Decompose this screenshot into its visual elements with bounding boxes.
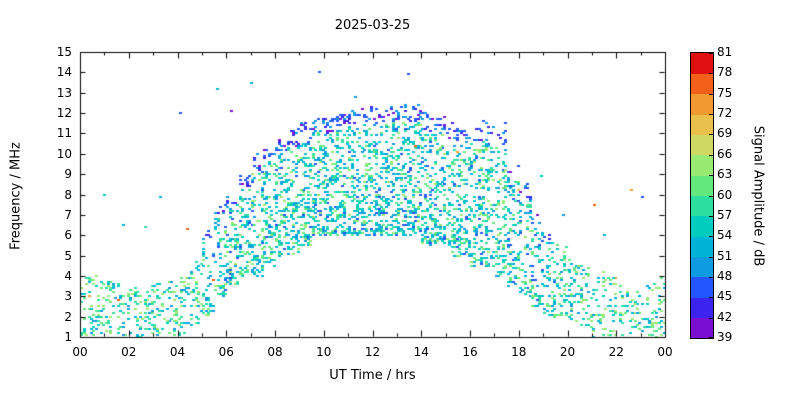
- x-tick-label: 02: [121, 345, 137, 359]
- colorbar-tick-label: 81: [717, 45, 733, 59]
- y-tick-label: 7: [64, 207, 72, 222]
- colorbar-segment: [691, 195, 713, 217]
- colorbar: [690, 52, 714, 339]
- x-axis-label: UT Time / hrs: [329, 368, 416, 383]
- x-tick-label: 20: [559, 345, 576, 359]
- y-tick-label: 1: [64, 330, 72, 344]
- colorbar-segment: [691, 175, 713, 196]
- colorbar-tick-label: 54: [717, 228, 733, 243]
- colorbar-tick-mark: [709, 195, 713, 197]
- y-tick-label: 11: [56, 126, 72, 141]
- colorbar-tick-mark: [709, 154, 713, 156]
- x-tick-label: 22: [608, 345, 624, 359]
- y-tick-label: 15: [56, 45, 72, 59]
- colorbar-tick-label: 45: [717, 289, 733, 304]
- colorbar-tick-mark: [709, 317, 713, 319]
- colorbar-tick-label: 63: [717, 167, 733, 182]
- colorbar-segment: [691, 114, 713, 135]
- x-tick-label: 16: [462, 345, 478, 359]
- y-tick-label: 9: [64, 167, 72, 182]
- colorbar-segment: [691, 276, 713, 298]
- y-tick-label: 10: [56, 146, 72, 161]
- x-tick-label: 08: [267, 345, 283, 359]
- x-tick-label: 00: [72, 345, 88, 359]
- colorbar-tick-mark: [709, 134, 713, 136]
- x-tick-label: 18: [511, 345, 527, 359]
- x-tick-label: 12: [364, 345, 381, 359]
- colorbar-segment: [691, 93, 713, 115]
- y-tick-label: 5: [64, 248, 72, 263]
- colorbar-tick-label: 48: [717, 268, 733, 283]
- colorbar-tick-mark: [709, 256, 713, 258]
- colorbar-tick-label: 75: [717, 85, 733, 100]
- colorbar-tick-mark: [709, 337, 713, 338]
- x-tick-label: 06: [218, 345, 234, 359]
- y-tick-label: 14: [56, 65, 72, 80]
- y-tick-label: 12: [56, 106, 72, 121]
- colorbar-segment: [691, 53, 713, 74]
- colorbar-tick-label: 66: [717, 146, 733, 161]
- colorbar-segment: [691, 317, 713, 339]
- colorbar-tick-label: 42: [717, 309, 733, 324]
- colorbar-tick-mark: [709, 236, 713, 238]
- colorbar-label: Signal Amplitude / dB: [750, 125, 766, 267]
- x-tick-label: 14: [413, 345, 429, 359]
- chart-title: 2025-03-25: [334, 18, 411, 33]
- colorbar-segment: [691, 73, 713, 95]
- y-tick-label: 3: [64, 289, 72, 304]
- colorbar-segment: [691, 215, 713, 237]
- colorbar-tick-label: 39: [717, 330, 733, 344]
- y-tick-label: 13: [56, 85, 72, 100]
- colorbar-tick-mark: [709, 297, 713, 299]
- x-tick-label: 00: [657, 345, 673, 359]
- y-tick-label: 4: [64, 268, 72, 283]
- colorbar-tick-label: 60: [717, 187, 733, 202]
- colorbar-tick-label: 51: [717, 248, 733, 263]
- colorbar-tick-mark: [709, 114, 713, 116]
- x-tick-label: 10: [316, 345, 332, 359]
- y-tick-label: 6: [64, 228, 72, 243]
- colorbar-tick-label: 72: [717, 106, 733, 121]
- y-tick-label: 8: [64, 187, 72, 202]
- colorbar-tick-mark: [709, 215, 713, 217]
- colorbar-tick-mark: [709, 53, 713, 54]
- colorbar-tick-label: 69: [717, 126, 733, 141]
- y-tick-label: 2: [64, 309, 72, 324]
- colorbar-segment: [691, 297, 713, 319]
- colorbar-segment: [691, 256, 713, 278]
- colorbar-tick-mark: [709, 276, 713, 278]
- colorbar-segment: [691, 134, 713, 156]
- colorbar-tick-mark: [709, 175, 713, 177]
- colorbar-tick-mark: [709, 93, 713, 95]
- colorbar-tick-label: 57: [717, 207, 733, 222]
- y-axis-label: Frequency / MHz: [8, 142, 24, 250]
- colorbar-segment: [691, 154, 713, 176]
- colorbar-tick-label: 78: [717, 65, 733, 80]
- x-tick-label: 04: [169, 345, 186, 359]
- colorbar-tick-mark: [709, 73, 713, 75]
- colorbar-segment: [691, 236, 713, 258]
